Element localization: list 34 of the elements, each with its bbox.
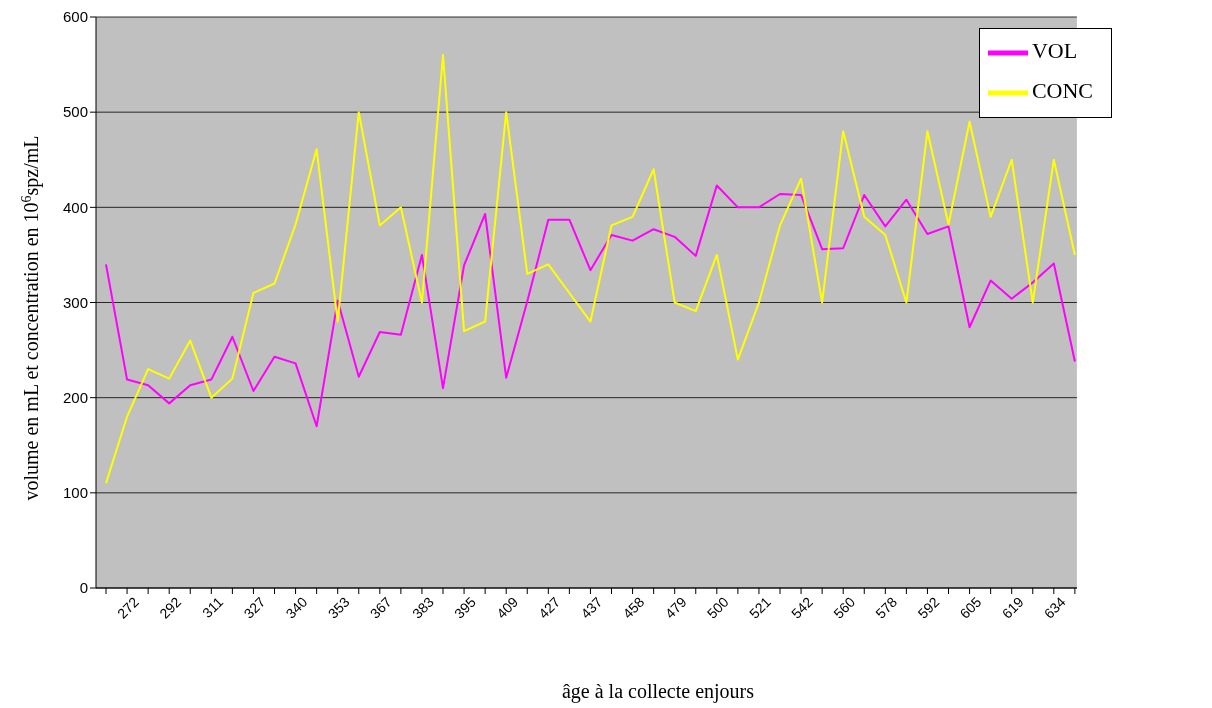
x-tick-label: 340 [282, 593, 311, 622]
y-tick-label: 0 [79, 579, 88, 597]
x-tick-label: 605 [956, 593, 985, 622]
y-tick-label: 200 [62, 388, 88, 406]
x-tick-label: 292 [156, 593, 185, 622]
x-tick-label: 560 [830, 593, 859, 622]
y-tick-label: 500 [62, 103, 88, 121]
y-tick-label: 100 [62, 484, 88, 502]
x-tick-label: 578 [872, 593, 901, 622]
x-tick-label: 311 [199, 593, 227, 621]
x-tick-label: 395 [451, 593, 480, 622]
y-tick-label: 300 [62, 293, 88, 311]
x-tick-label: 521 [745, 593, 774, 622]
x-tick-label: 592 [914, 593, 943, 622]
y-tick-label: 600 [62, 8, 88, 26]
legend-label: CONC [1031, 78, 1093, 104]
x-axis-title: âge à la collecte enjours [561, 680, 755, 703]
y-tick-label: 400 [62, 198, 88, 216]
x-tick-label: 437 [577, 593, 606, 622]
x-tick-label: 367 [366, 593, 395, 622]
x-tick-label: 383 [408, 593, 437, 622]
x-tick-label: 542 [788, 593, 817, 622]
x-tick-label: 619 [998, 593, 1027, 622]
x-tick-label: 353 [324, 593, 353, 622]
x-tick-label: 409 [493, 593, 522, 622]
x-tick-label: 479 [661, 593, 690, 622]
x-tick-label: 634 [1040, 593, 1069, 622]
x-tick-label: 500 [703, 593, 732, 622]
line-series [105, 184, 1076, 428]
x-tick-label: 272 [114, 593, 143, 622]
x-tick-label: 458 [619, 593, 648, 622]
x-tick-label: 427 [535, 593, 564, 622]
x-tick-label: 327 [240, 593, 269, 622]
legend-label: VOL [1031, 38, 1078, 64]
